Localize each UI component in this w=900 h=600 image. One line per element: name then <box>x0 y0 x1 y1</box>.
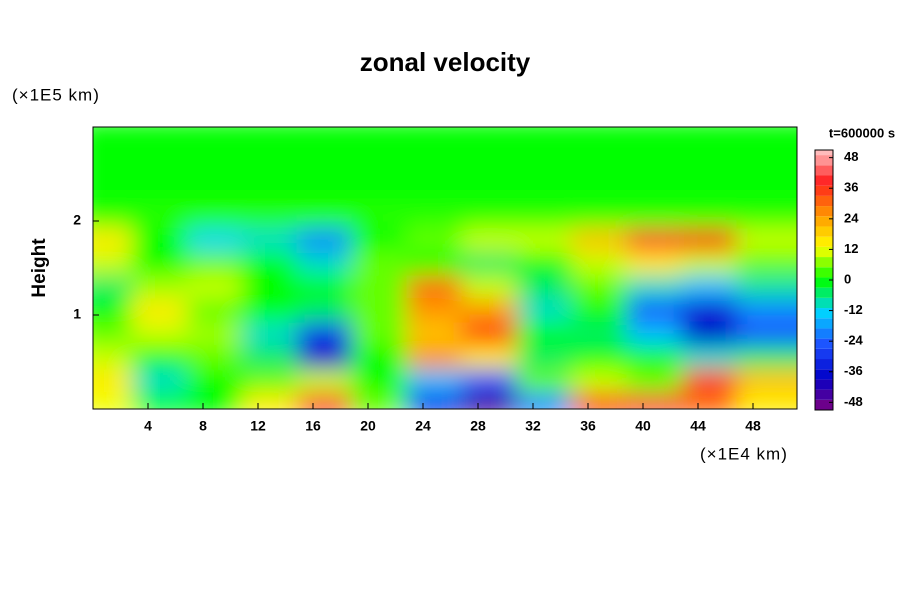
colorbar-tick-label: -48 <box>844 394 863 409</box>
y-unit-label: (×1E5 km) <box>12 85 100 104</box>
colorbar-band <box>815 338 833 349</box>
colorbar-band <box>815 379 833 390</box>
colorbar-band <box>815 175 833 186</box>
colorbar-tick-label: 48 <box>844 149 858 164</box>
chart-title: zonal velocity <box>360 47 531 77</box>
colorbar-band <box>815 195 833 207</box>
colorbar-band <box>815 277 833 288</box>
x-unit-label: (×1E4 km) <box>700 444 788 463</box>
colorbar-band <box>815 226 833 237</box>
colorbar-band <box>815 348 833 360</box>
colorbar-band <box>815 328 833 339</box>
colorbar-band <box>815 236 833 247</box>
x-tick-label: 16 <box>305 418 321 434</box>
x-tick-label: 44 <box>690 418 706 434</box>
colorbar-band <box>815 287 833 298</box>
colorbar-band <box>815 246 833 258</box>
y-tick-label: 1 <box>73 306 81 322</box>
x-tick-label: 28 <box>470 418 486 434</box>
colorbar-band <box>815 308 833 319</box>
x-tick-label: 48 <box>745 418 761 434</box>
colorbar-band <box>815 206 833 217</box>
x-tick-label: 24 <box>415 418 431 434</box>
colorbar-band <box>815 150 833 156</box>
plot-area <box>93 127 797 409</box>
x-tick-label: 32 <box>525 418 541 434</box>
x-tick-label: 4 <box>144 418 152 434</box>
y-axis-label: Height <box>29 238 50 298</box>
colorbar-band <box>815 369 833 380</box>
colorbar-tick-label: -12 <box>844 302 863 317</box>
colorbar-tick-label: 12 <box>844 241 858 256</box>
colorbar-band <box>815 359 833 370</box>
y-tick-label: 2 <box>73 212 81 228</box>
field <box>93 127 797 409</box>
colorbar-tick-label: 36 <box>844 180 858 195</box>
colorbar-band <box>815 155 833 166</box>
x-tick-label: 40 <box>635 418 651 434</box>
colorbar-band <box>815 318 833 329</box>
colorbar-band <box>815 267 833 278</box>
x-tick-label: 12 <box>250 418 266 434</box>
colorbar-band <box>815 297 833 309</box>
colorbar-tick-label: -36 <box>844 363 863 378</box>
axes: 4 8 12 16 20 24 28 32 36 40 44 4812-48-36-24-120122… <box>73 149 863 434</box>
colorbar-tick-label: -24 <box>844 333 864 348</box>
colorbar-tick-label: 0 <box>844 271 851 286</box>
colorbar-band <box>815 389 833 400</box>
colorbar-band <box>815 216 833 227</box>
colorbar-band <box>815 185 833 196</box>
x-tick-label: 20 <box>360 418 376 434</box>
colorbar-band <box>815 399 833 410</box>
plot-frame <box>92 126 798 410</box>
colorbar-title: t=600000 s <box>829 125 895 140</box>
colorbar-band <box>815 257 833 268</box>
x-tick-label: 8 <box>199 418 207 434</box>
colorbar-band <box>815 165 833 176</box>
cell <box>736 127 797 158</box>
x-tick-label: 36 <box>580 418 596 434</box>
colorbar-tick-label: 24 <box>844 210 859 225</box>
